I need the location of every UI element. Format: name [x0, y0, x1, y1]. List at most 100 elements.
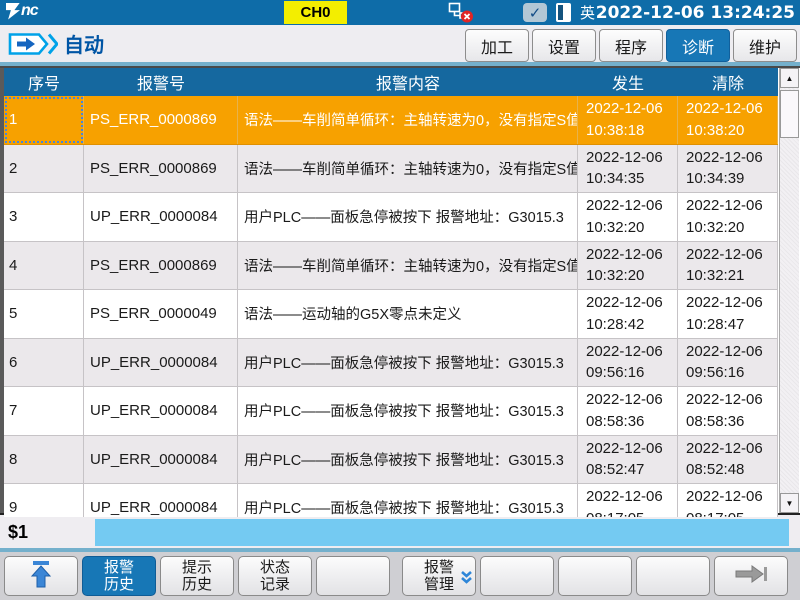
command-input-bar[interactable]	[95, 519, 789, 546]
tab-program[interactable]: 程序	[599, 29, 663, 62]
softkey-label: 管理	[423, 576, 454, 593]
back-top-arrow-icon	[27, 559, 55, 593]
softkey-empty-1[interactable]	[316, 556, 390, 596]
cell-alarm-content: 语法——车削简单循环：主轴转速为0，没有指定S值	[238, 241, 578, 289]
softkey-label: 记录	[259, 576, 290, 593]
softkey-back-top[interactable]	[4, 556, 78, 596]
cell-alarm-content: 语法——车削简单循环：主轴转速为0，没有指定S值	[238, 96, 578, 144]
cell-no: 4	[4, 241, 84, 289]
softkey-label: 历史	[103, 576, 134, 593]
command-prompt: $1	[8, 522, 29, 542]
table-row[interactable]: 4 PS_ERR_0000869 语法——车削简单循环：主轴转速为0，没有指定S…	[4, 241, 778, 290]
auto-mode-icon	[8, 32, 59, 61]
divider-line-bottom	[0, 548, 800, 552]
cell-cleared: 2022-12-06 10:34:39	[678, 144, 778, 192]
cell-cleared: 2022-12-06 10:32:20	[678, 193, 778, 241]
cell-alarm-code: PS_ERR_0000869	[84, 96, 238, 144]
cell-alarm-content: 用户PLC——面板急停被按下 报警地址：G3015.3	[238, 338, 578, 386]
cell-occurred: 2022-12-06 09:56:16	[578, 338, 678, 386]
cell-alarm-code: UP_ERR_0000084	[84, 484, 238, 532]
softkey-alarm-history[interactable]: 报警 历史	[82, 556, 156, 596]
header-alarm-content: 报警内容	[375, 76, 440, 93]
cell-alarm-code: PS_ERR_0000869	[84, 241, 238, 289]
cell-cleared: 2022-12-06 10:28:47	[678, 290, 778, 338]
manual-book-icon	[556, 3, 571, 22]
brand-logo: nc	[6, 2, 39, 20]
alarm-history-table: 序号 报警号 报警内容 发生 清除 1 PS_ERR_0000869 语法——车…	[0, 66, 800, 533]
softkey-label: 报警	[423, 558, 454, 576]
table-row[interactable]: 7 UP_ERR_0000084 用户PLC——面板急停被按下 报警地址：G30…	[4, 387, 778, 436]
tab-settings[interactable]: 设置	[532, 29, 596, 62]
softkey-empty-3[interactable]	[558, 556, 632, 596]
table-body: 1 PS_ERR_0000869 语法——车削简单循环：主轴转速为0，没有指定S…	[4, 96, 778, 533]
cell-cleared: 2022-12-06 08:52:48	[678, 435, 778, 483]
channel-badge: CH0	[284, 1, 347, 24]
table-row[interactable]: 6 UP_ERR_0000084 用户PLC——面板急停被按下 报警地址：G30…	[4, 338, 778, 387]
vertical-scrollbar[interactable]: ▲ ▼	[779, 68, 799, 513]
softkey-label: 报警	[103, 558, 134, 576]
table-left-strip	[0, 68, 4, 513]
cell-no: 1	[4, 96, 84, 144]
table-row[interactable]: 2 PS_ERR_0000869 语法——车削简单循环：主轴转速为0，没有指定S…	[4, 144, 778, 193]
scroll-down-button[interactable]: ▼	[780, 493, 799, 513]
softkey-label: 历史	[181, 576, 212, 593]
cell-alarm-code: PS_ERR_0000049	[84, 290, 238, 338]
cell-alarm-code: UP_ERR_0000084	[84, 193, 238, 241]
cell-alarm-code: UP_ERR_0000084	[84, 435, 238, 483]
cell-cleared: 2022-12-06 09:56:16	[678, 338, 778, 386]
language-indicator: 英	[580, 5, 596, 22]
cell-no: 3	[4, 193, 84, 241]
softkey-bar: 报警 历史 提示 历史 状态 记录 报警 管理	[0, 552, 800, 600]
cell-alarm-content: 语法——车削简单循环：主轴转速为0，没有指定S值	[238, 144, 578, 192]
brand-logo-text: nc	[21, 2, 39, 19]
tab-machining[interactable]: 加工	[465, 29, 529, 62]
table-row[interactable]: 3 UP_ERR_0000084 用户PLC——面板急停被按下 报警地址：G30…	[4, 193, 778, 242]
softkey-next-page[interactable]	[714, 556, 788, 596]
cell-cleared: 2022-12-06 08:58:36	[678, 387, 778, 435]
divider-line	[0, 62, 800, 66]
softkey-empty-2[interactable]	[480, 556, 554, 596]
command-bar: $1	[0, 517, 800, 548]
cell-no: 6	[4, 338, 84, 386]
cell-occurred: 2022-12-06 08:58:36	[578, 387, 678, 435]
table-row[interactable]: 8 UP_ERR_0000084 用户PLC——面板急停被按下 报警地址：G30…	[4, 435, 778, 484]
submenu-double-chevron-icon	[460, 570, 473, 588]
scroll-up-button[interactable]: ▲	[780, 68, 799, 88]
softkey-label: 状态	[259, 558, 290, 576]
header-alarm-code: 报警号	[136, 76, 185, 93]
cell-alarm-content: 语法——运动轴的G5X零点未定义	[238, 290, 578, 338]
cell-alarm-code: UP_ERR_0000084	[84, 338, 238, 386]
cell-no: 7	[4, 387, 84, 435]
cell-occurred: 2022-12-06 10:38:18	[578, 96, 678, 144]
table-header-row: 序号 报警号 报警内容 发生 清除	[4, 68, 778, 96]
table-row[interactable]: 1 PS_ERR_0000869 语法——车削简单循环：主轴转速为0，没有指定S…	[4, 96, 778, 145]
cell-occurred: 2022-12-06 10:28:42	[578, 290, 678, 338]
cell-alarm-content: 用户PLC——面板急停被按下 报警地址：G3015.3	[238, 193, 578, 241]
cell-cleared: 2022-12-06 10:32:21	[678, 241, 778, 289]
system-clock: 2022-12-06 13:24:25	[595, 2, 795, 23]
status-icons: ✓ 英	[448, 0, 595, 25]
table-row[interactable]: 5 PS_ERR_0000049 语法——运动轴的G5X零点未定义 2022-1…	[4, 290, 778, 339]
softkey-prompt-history[interactable]: 提示 历史	[160, 556, 234, 596]
cell-occurred: 2022-12-06 10:34:35	[578, 144, 678, 192]
cell-no: 5	[4, 290, 84, 338]
tab-diagnosis[interactable]: 诊断	[666, 29, 730, 62]
cell-alarm-content: 用户PLC——面板急停被按下 报警地址：G3015.3	[238, 484, 578, 532]
network-disconnected-icon	[448, 2, 474, 23]
header-no: 序号	[27, 76, 60, 93]
softkey-status-record[interactable]: 状态 记录	[238, 556, 312, 596]
scrollbar-thumb[interactable]	[780, 90, 799, 138]
brand-flag-icon	[6, 2, 20, 20]
cell-alarm-content: 用户PLC——面板急停被按下 报警地址：G3015.3	[238, 387, 578, 435]
cell-cleared: 2022-12-06 10:38:20	[678, 96, 778, 144]
mode-label: 自动	[64, 35, 104, 57]
header-cleared: 清除	[711, 76, 744, 93]
tab-maintenance[interactable]: 维护	[733, 29, 797, 62]
cell-no: 9	[4, 484, 84, 532]
header-occurred: 发生	[611, 76, 644, 93]
softkey-alarm-manage[interactable]: 报警 管理	[402, 556, 476, 596]
softkey-empty-4[interactable]	[636, 556, 710, 596]
nav-bar: 自动 加工 设置 程序 诊断 维护	[0, 25, 800, 62]
cell-alarm-content: 用户PLC——面板急停被按下 报警地址：G3015.3	[238, 435, 578, 483]
cell-alarm-code: UP_ERR_0000084	[84, 387, 238, 435]
